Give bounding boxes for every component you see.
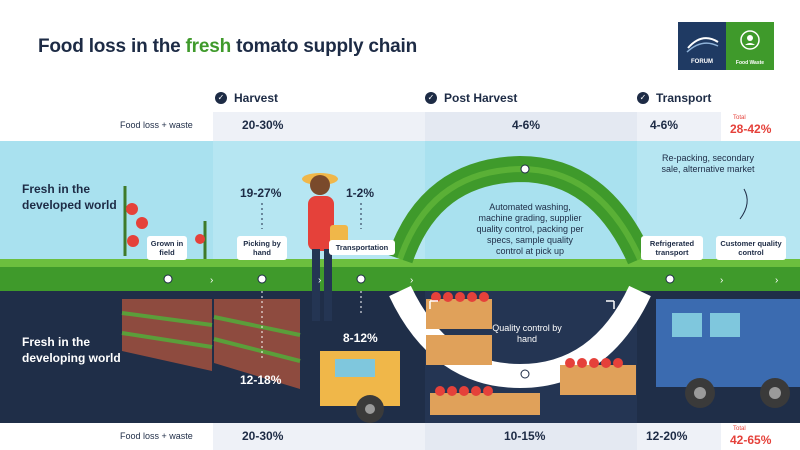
svg-text:›: ›	[410, 275, 413, 286]
developing-loss-row: Food loss + waste 20-30% 10-15% 12-20% T…	[0, 423, 800, 450]
developing-row-title: Fresh in the developing world	[22, 335, 121, 365]
stage-transport: ✓ Transport	[637, 91, 711, 105]
transport-loss-value: 12-20%	[646, 429, 688, 443]
globe-arc-icon	[686, 37, 719, 53]
svg-text:›: ›	[210, 275, 213, 286]
check-icon: ✓	[637, 92, 649, 104]
food-waste-logo: Food Waste	[726, 22, 774, 70]
stage-label: Harvest	[234, 91, 279, 105]
logos: FORUM Food Waste	[678, 22, 774, 70]
transport-loss-developing: 8-12%	[343, 331, 378, 345]
post-harvest-loss-value: 4-6%	[512, 118, 541, 132]
total-label: Total	[733, 426, 746, 432]
developed-loss-row: Food loss + waste 20-30% 4-6% 4-6% Total…	[0, 112, 800, 141]
wef-logo-text: FORUM	[691, 59, 713, 65]
svg-text:›: ›	[775, 275, 778, 286]
stage-label: Post Harvest	[444, 91, 518, 105]
soil-rows	[121, 299, 301, 389]
harvest-loss-value: 20-30%	[242, 118, 284, 132]
stage-post-harvest: ✓ Post Harvest	[425, 91, 517, 105]
page-title: Food loss in the fresh tomato supply cha…	[38, 36, 417, 58]
harvest-loss-value: 20-30%	[242, 429, 284, 443]
transport-loss-value: 4-6%	[650, 118, 679, 132]
truck	[656, 299, 800, 408]
svg-text:›: ›	[720, 275, 723, 286]
flow-arrows: › › › › ›	[210, 275, 778, 286]
tomato-crates	[426, 292, 636, 415]
picking-loss-developing: 12-18%	[240, 373, 282, 387]
title-accent: fresh	[185, 36, 232, 57]
step-refrigerated-transport: Refrigerated transport	[641, 236, 703, 260]
total-loss-value: 42-65%	[730, 433, 772, 447]
flow-nodes	[163, 164, 675, 379]
total-label: Total	[733, 115, 746, 121]
step-grown-in-field: Grown in field	[147, 236, 187, 260]
automated-processing-note: Automated washing, machine grading, supp…	[476, 202, 584, 256]
developed-row-title: Fresh in the developed world	[22, 182, 117, 212]
check-icon: ✓	[425, 92, 437, 104]
tractor	[320, 351, 400, 423]
loss-label: Food loss + waste	[120, 431, 193, 441]
title-prefix: Food loss in the	[38, 36, 186, 57]
step-picking-by-hand: Picking by hand	[237, 236, 287, 260]
quality-control-by-hand-note: Quality control by hand	[492, 323, 562, 344]
post-harvest-loss-value: 10-15%	[504, 429, 546, 443]
loss-label: Food loss + waste	[120, 120, 193, 130]
stage-label: Transport	[656, 91, 712, 105]
food-waste-icon	[740, 30, 760, 50]
repacking-note: Re-packing, secondary sale, alternative …	[661, 153, 755, 174]
picking-loss-developed: 19-27%	[240, 186, 282, 200]
transport-loss-developed: 1-2%	[346, 186, 375, 200]
stage-harvest: ✓ Harvest	[215, 91, 278, 105]
step-customer-quality-control: Customer quality control	[716, 236, 786, 260]
check-icon: ✓	[215, 92, 227, 104]
step-transportation: Transportation	[329, 240, 395, 255]
title-suffix: tomato supply chain	[231, 36, 418, 57]
total-loss-value: 28-42%	[730, 122, 772, 136]
wef-logo: FORUM	[678, 22, 726, 70]
food-waste-logo-text: Food Waste	[735, 60, 765, 66]
svg-text:›: ›	[318, 275, 321, 286]
tomato-plants	[123, 186, 207, 259]
